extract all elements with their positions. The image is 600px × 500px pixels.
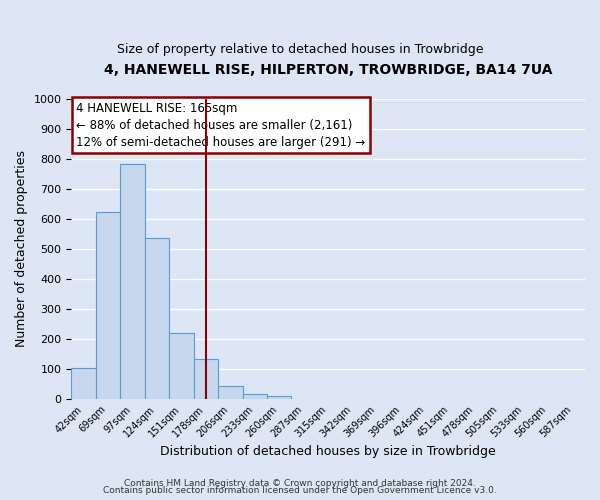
Bar (218, 386, 242, 399)
Bar (242, 394, 267, 399)
Bar (169, 333, 194, 399)
Bar (194, 359, 218, 399)
Bar (145, 238, 169, 399)
Bar (267, 396, 292, 399)
Bar (71, 368, 96, 399)
Text: Contains HM Land Registry data © Crown copyright and database right 2024.: Contains HM Land Registry data © Crown c… (124, 478, 476, 488)
Y-axis label: Number of detached properties: Number of detached properties (15, 150, 28, 348)
Bar (96, 212, 120, 399)
Text: 4 HANEWELL RISE: 165sqm
← 88% of detached houses are smaller (2,161)
12% of semi: 4 HANEWELL RISE: 165sqm ← 88% of detache… (76, 102, 365, 148)
Text: Contains public sector information licensed under the Open Government Licence v3: Contains public sector information licen… (103, 486, 497, 495)
Text: Size of property relative to detached houses in Trowbridge: Size of property relative to detached ho… (117, 42, 483, 56)
Title: 4, HANEWELL RISE, HILPERTON, TROWBRIDGE, BA14 7UA: 4, HANEWELL RISE, HILPERTON, TROWBRIDGE,… (104, 62, 553, 76)
X-axis label: Distribution of detached houses by size in Trowbridge: Distribution of detached houses by size … (160, 444, 496, 458)
Bar (120, 164, 145, 399)
